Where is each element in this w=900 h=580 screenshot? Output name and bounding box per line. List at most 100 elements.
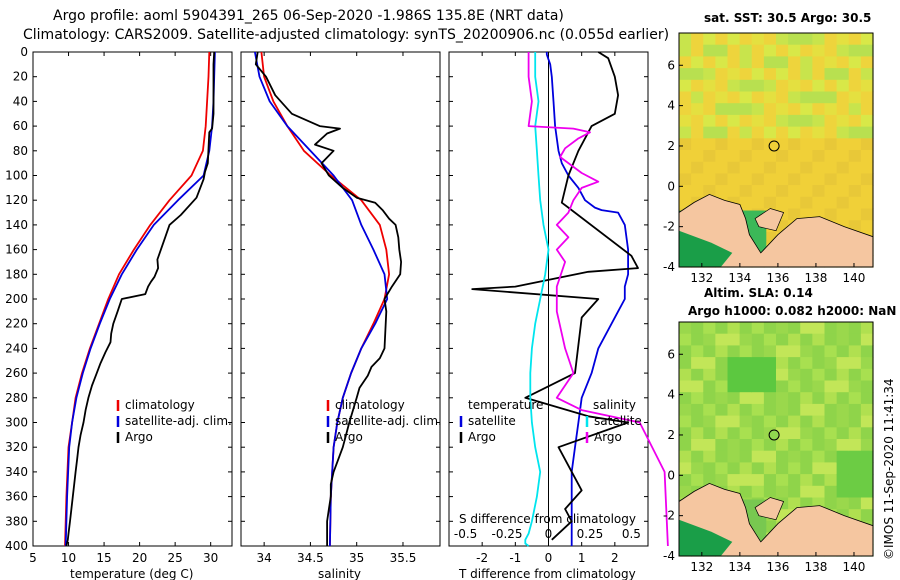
map-cell	[739, 68, 753, 81]
map-cell	[788, 345, 801, 358]
legend-heading-temperature: temperature	[468, 398, 543, 412]
map-cell	[788, 150, 801, 163]
map-cell	[788, 368, 801, 382]
map-cell	[715, 44, 729, 57]
map-cell	[715, 368, 729, 382]
map-cell	[812, 450, 826, 463]
map-cell	[836, 114, 850, 128]
map-cell	[800, 33, 813, 46]
map-cell	[703, 415, 716, 428]
map-cell	[727, 173, 741, 186]
map-cell	[751, 380, 765, 393]
map-cell	[739, 427, 753, 440]
map-cell	[860, 368, 874, 382]
map-cell	[836, 56, 850, 69]
x-tick-label: 34	[256, 551, 271, 565]
map-cell	[836, 91, 850, 104]
map-cell	[860, 322, 874, 335]
map-cell	[836, 380, 850, 393]
map-cell	[812, 114, 826, 128]
map-cell	[812, 91, 826, 104]
legend-label-climatology: climatology	[335, 398, 405, 412]
s-difference-label: S difference from climatology	[459, 512, 636, 526]
legend-label-satellite: satellite-adj. clim.	[125, 414, 232, 428]
map-cell	[727, 161, 741, 174]
depth-tick-label: 40	[13, 94, 28, 108]
map-cell	[703, 345, 716, 358]
lon-tick-label: 140	[843, 271, 866, 285]
depth-axis: 0 20 40 60 80 100 120 140 160 180 200 220 240 260 280 3…	[5, 45, 648, 553]
map-cell	[848, 138, 862, 151]
series-line-satellite-adj-clim-	[64, 51, 216, 547]
map-cell	[739, 357, 753, 370]
map-cell	[715, 91, 729, 104]
map-cell	[812, 357, 826, 370]
map-cell	[824, 392, 838, 405]
x-tick-label: 35.5	[390, 551, 417, 565]
lat-tick-label: 6	[667, 58, 675, 72]
map-cell	[800, 161, 813, 174]
map-cell	[812, 415, 826, 428]
series-line-t-satellite	[545, 52, 629, 546]
depth-tick-label: 120	[5, 193, 28, 207]
map-cell	[788, 208, 801, 221]
depth-tick-label: 20	[13, 70, 28, 84]
map-cell	[812, 126, 826, 139]
map-cell	[860, 509, 874, 522]
map-cell	[776, 333, 789, 346]
lon-tick-label: 132	[690, 560, 713, 574]
difference-series	[471, 51, 669, 547]
map-cell	[715, 161, 729, 174]
map-cell	[691, 103, 704, 116]
map-cell	[739, 450, 753, 463]
map-cell	[727, 68, 741, 81]
map-cell	[763, 68, 777, 81]
lon-tick-label: 134	[728, 560, 751, 574]
map-cell	[776, 150, 789, 163]
map-cell	[679, 403, 692, 417]
map-cell	[715, 33, 729, 46]
map-cell	[860, 161, 874, 174]
t-difference-xlabel: T difference from climatology	[458, 567, 636, 580]
map-cell	[812, 161, 826, 174]
legend-label-t-argo: Argo	[468, 430, 496, 444]
map-cell	[848, 56, 862, 69]
map-cell	[739, 33, 753, 46]
map-cell	[824, 161, 838, 174]
map-cell	[860, 345, 874, 358]
map-cell	[860, 357, 874, 370]
map-cell	[776, 357, 789, 370]
map-cell	[715, 150, 729, 163]
map-cell	[691, 126, 704, 139]
map-cell	[848, 497, 862, 510]
map-cell	[679, 380, 692, 393]
map-cell	[788, 173, 801, 186]
map-cell	[848, 114, 862, 128]
map-cell	[679, 91, 692, 104]
map-cell	[703, 322, 716, 335]
lat-tick-label: 2	[667, 139, 675, 153]
map-cell	[848, 196, 862, 210]
depth-tick-label: 380	[5, 514, 28, 528]
map-cell	[812, 56, 826, 69]
map-cell	[836, 450, 850, 463]
map-cell	[812, 392, 826, 405]
map-cell	[703, 68, 716, 81]
map-cell	[739, 368, 753, 382]
map-cell	[715, 56, 729, 69]
map-cell	[824, 415, 838, 428]
map-cell	[812, 333, 826, 346]
map-cell	[727, 114, 741, 128]
s-tick-label: -0.25	[492, 527, 523, 541]
depth-tick-label: 360	[5, 490, 28, 504]
series-line-s-satellite	[524, 52, 550, 547]
map-cell	[691, 114, 704, 128]
map-cell	[860, 185, 874, 198]
map-cell	[776, 380, 789, 393]
map-cell	[860, 450, 874, 463]
map-cell	[824, 485, 838, 499]
map-cell	[739, 138, 753, 151]
series-line-climatology	[64, 51, 211, 547]
s-difference-ticks: -0.5 -0.25 0 0.25 0.5	[454, 527, 641, 541]
map-cell	[703, 474, 716, 487]
